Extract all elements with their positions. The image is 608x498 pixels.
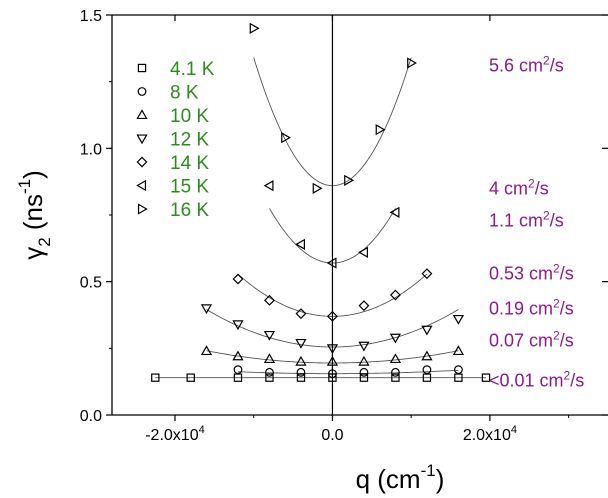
- data-point: [452, 314, 465, 325]
- data-point: [407, 57, 417, 69]
- legend-marker: [137, 203, 148, 215]
- data-point: [249, 22, 260, 34]
- data-point: [296, 373, 306, 382]
- data-point: [232, 320, 244, 331]
- data-point: [326, 257, 337, 269]
- data-point: [326, 344, 339, 355]
- data-point: [389, 206, 400, 218]
- data-point: [200, 345, 213, 356]
- legend: 4.1 K 8 K10 K 12 K14 K 15 K16 K: [136, 59, 215, 221]
- data-point: [295, 238, 306, 250]
- data-point: [389, 353, 402, 364]
- data-point: [232, 273, 244, 285]
- diffusion-label: 0.19 cm2/s: [489, 296, 574, 318]
- x-axis-title: q (cm-1): [356, 461, 445, 494]
- data-point: [263, 353, 276, 364]
- data-point: [359, 367, 369, 377]
- legend-marker: [136, 156, 148, 168]
- diffusion-label: 4 cm2/s: [489, 176, 549, 198]
- data-point: [452, 345, 465, 356]
- data-point: [359, 373, 369, 382]
- legend-marker: [136, 179, 147, 192]
- y-axis-title: γ2 (ns-1): [15, 170, 54, 260]
- y-tick-label: 0.0: [80, 408, 102, 425]
- legend-label: 12 K: [170, 130, 209, 151]
- legend-label: 15 K: [170, 177, 209, 198]
- data-point: [375, 124, 386, 136]
- legend-label: 16 K: [170, 200, 209, 221]
- legend-marker: [137, 63, 147, 73]
- diffusion-label: 0.07 cm2/s: [489, 328, 574, 350]
- data-point: [295, 338, 307, 349]
- data-point: [263, 330, 276, 341]
- data-point: [263, 180, 274, 192]
- data-point: [421, 325, 433, 336]
- data-point: [265, 367, 274, 377]
- legend-label: 4.1 K: [170, 59, 215, 80]
- data-point: [389, 333, 402, 344]
- legend-marker: [136, 134, 148, 145]
- data-point: [389, 289, 401, 301]
- data-point: [454, 365, 463, 375]
- data-point: [264, 294, 275, 306]
- data-point: [265, 373, 274, 382]
- x-tick-label: -2.0x104: [145, 424, 205, 444]
- data-point: [233, 373, 243, 382]
- legend-label: 14 K: [170, 153, 209, 174]
- data-point: [358, 246, 368, 258]
- y-tick-label: 1.5: [80, 8, 102, 25]
- data-point: [296, 367, 306, 377]
- diffusion-labels: 5.6 cm2/s 4 cm2/s 1.1 cm2/s 0.53 cm2/s 0.19 …: [489, 54, 584, 391]
- data-point: [151, 373, 160, 382]
- diffusion-label: 5.6 cm2/s: [489, 54, 564, 76]
- data-point: [391, 373, 400, 382]
- data-point: [281, 132, 292, 144]
- legend-label: 10 K: [170, 106, 209, 127]
- data-point: [358, 341, 370, 352]
- data-point: [422, 373, 432, 382]
- data-point: [326, 310, 338, 322]
- data-point: [421, 268, 433, 280]
- diffusion-label: <0.01 cm2/s: [489, 368, 584, 390]
- data-point: [358, 355, 370, 366]
- legend-label: 8 K: [170, 83, 199, 104]
- data-point: [186, 373, 195, 382]
- data-point: [312, 182, 323, 194]
- data-point: [421, 350, 433, 361]
- data-point: [344, 174, 354, 186]
- data-point: [328, 369, 337, 379]
- fit-curve: [237, 369, 459, 375]
- legend-marker: [136, 109, 148, 120]
- data-point: [358, 300, 370, 312]
- data-points: [151, 22, 491, 382]
- x-tick-label: 0.0: [321, 427, 343, 444]
- data-point: [422, 365, 432, 375]
- data-point: [326, 355, 339, 366]
- diffusion-label: 0.53 cm2/s: [489, 262, 574, 284]
- legend-marker: [137, 87, 147, 96]
- data-point: [454, 373, 463, 382]
- data-point: [233, 365, 243, 375]
- data-point: [391, 367, 400, 377]
- y-tick-label: 1.0: [80, 141, 102, 158]
- x-tick-label: 2.0x104: [463, 424, 517, 444]
- data-point: [200, 304, 213, 315]
- data-point: [328, 373, 337, 382]
- data-point: [295, 308, 307, 320]
- data-point: [295, 355, 307, 366]
- axes: -2.0x104 0.0 2.0x104 0.0 0.5 1.0 1.5: [80, 8, 608, 444]
- data-point: [232, 350, 244, 361]
- y-tick-label: 0.5: [80, 275, 102, 292]
- data-point: [481, 373, 491, 382]
- diffusion-label: 1.1 cm2/s: [489, 208, 564, 230]
